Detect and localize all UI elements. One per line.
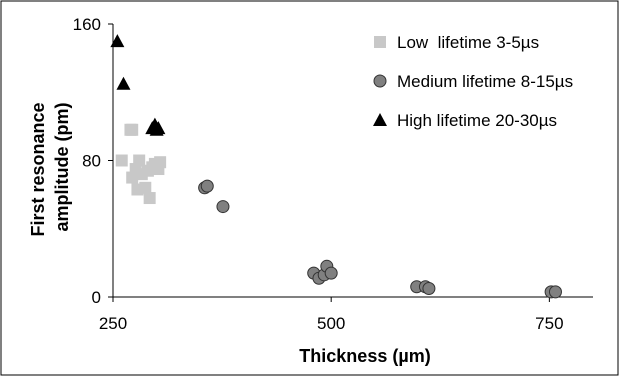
square-data-point [139,181,152,194]
y-tick-label: 0 [92,288,101,307]
data-marks [110,34,562,299]
circle-data-point [324,266,338,280]
y-axis-title-line-2: amplitude (pm) [52,102,72,231]
y-tick-label: 160 [73,15,101,34]
x-tick-label: 750 [535,314,563,333]
y-axis-title-line-1: First resonance [28,102,48,236]
square-data-point [126,123,139,136]
legend-square-marker [374,36,386,48]
legend-triangle-marker [373,113,387,126]
circle-data-point [422,281,436,295]
legend: Low lifetime 3-5µs Medium lifetime 8-15µs… [373,33,573,130]
circle-data-point [216,200,230,214]
triangle-data-point [151,121,166,135]
square-data-point [154,156,167,169]
square-data-point [115,154,128,167]
x-axis-title: Thickness (µm) [299,346,430,366]
circle-data-point [200,179,214,193]
axes: 0 80 160 250 500 750 [73,15,593,333]
legend-label: High lifetime 20-30µs [397,111,557,130]
legend-label: Low lifetime 3-5µs [397,33,539,52]
circle-data-point [548,285,562,299]
legend-label: Medium lifetime 8-15µs [397,72,573,91]
triangle-data-point [110,34,125,48]
x-tick-label: 250 [99,314,127,333]
square-data-point [133,154,146,167]
y-tick-label: 80 [82,152,101,171]
square-data-point [143,192,156,205]
legend-circle-marker [373,74,387,88]
triangle-data-point [116,76,131,90]
x-tick-label: 500 [317,314,345,333]
y-axis-title: First resonance amplitude (pm) [28,97,72,236]
